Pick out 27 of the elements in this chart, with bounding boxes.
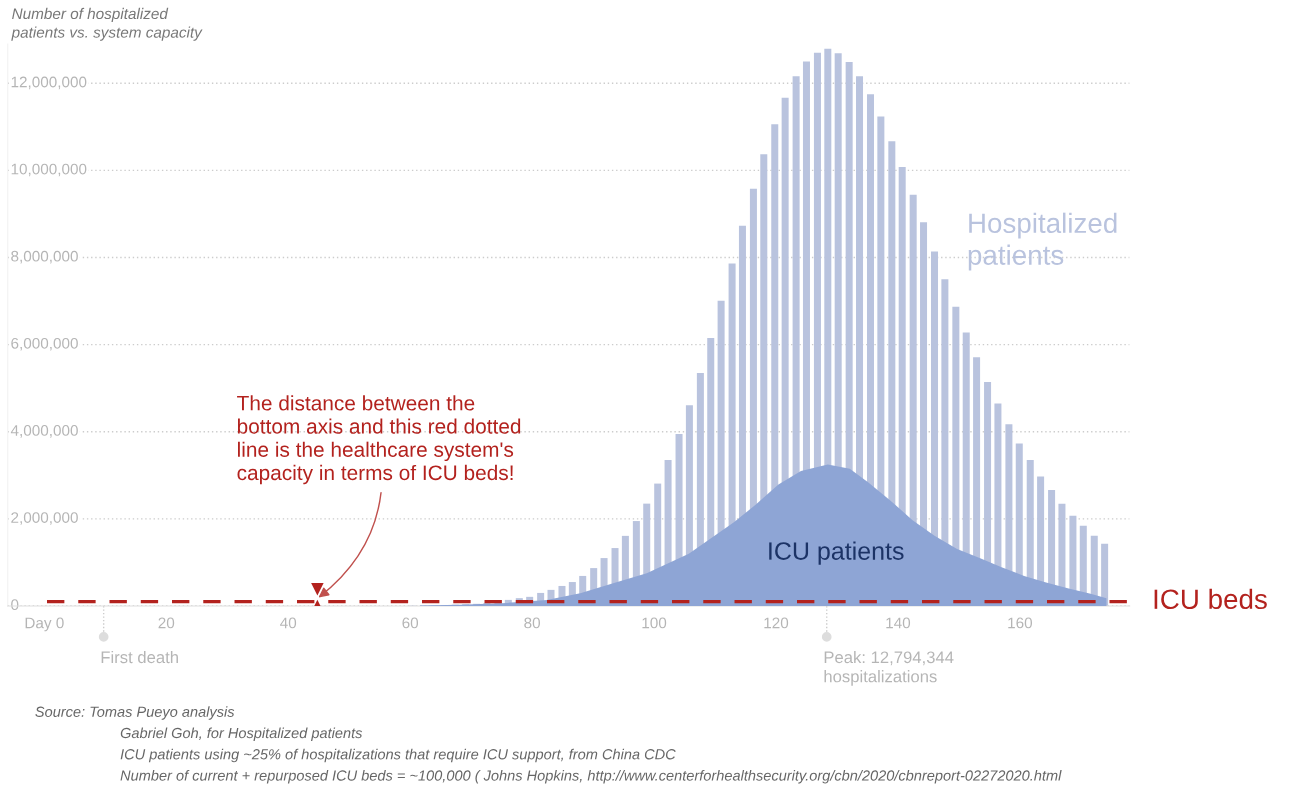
text: First death [101,650,178,664]
x-tick-label: 60 [402,617,419,629]
text: Peak: 12,794,344 hospitalizations [824,650,954,686]
y-tick-label: 8,000,000 [11,250,78,264]
text: ICU patients using ~25% of hospitalizations that require ICU support, from China CDC [120,748,676,763]
x-tick-label: 20 [158,617,175,629]
y-tick-label: 6,000,000 [11,337,78,351]
y-tick-label: 0 [11,599,19,611]
x-tick-label: 80 [524,617,540,629]
annotation: The distance between the bottom axis and this red dotted line is the healthcare system's capacity in terms of ICU beds! [237,395,521,485]
x-tick-label: Day 0 [25,617,64,632]
series-label: ICU patients [769,541,904,565]
x-tick-label: 140 [886,617,911,629]
y-tick-label: 12,000,000 [11,76,87,90]
series-label: Hospitalized patients [968,212,1117,271]
y-tick-label: 2,000,000 [11,512,78,525]
text: Gabriel Goh, for Hospitalized patients [120,727,363,742]
y-tick-label: 4,000,000 [10,425,78,438]
x-tick-label: 160 [1008,617,1033,629]
y-tick-label: 10,000,000 [11,163,87,177]
text: Number of current + repurposed ICU beds = ~100,000 ( Johns Hopkins, http://www.centerforhealthsecurity.org/cbn/2020/cbnreport-02272020.html [120,769,1062,784]
source-note: Source: Tomas Pueyo analysis [35,706,235,720]
ref-line-label: ICU beds [1154,588,1267,610]
x-tick-label: 40 [280,617,297,629]
chart-title: Number of hospitalized patients vs. system capacity [11,7,203,41]
x-tick-label: 100 [642,617,667,629]
x-tick-label: 120 [764,617,789,629]
